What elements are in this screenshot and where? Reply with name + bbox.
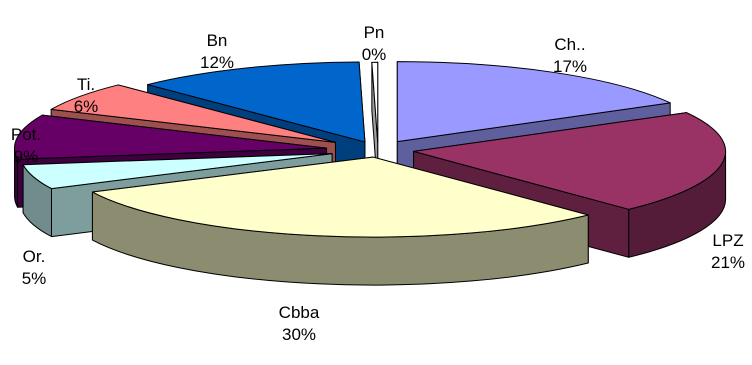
slice-label-percent: 21% [711,253,745,272]
pie-slice-6 [147,61,366,143]
slice-label-name: Bn [207,31,228,50]
slice-label-percent: 5% [22,269,47,288]
slice-label-percent: 12% [200,53,234,72]
slice-label-name: Cbba [279,303,320,322]
slice-label-6: Bn 12% [200,31,234,72]
slice-label-1: LPZ 21% [711,231,745,272]
slice-label-3: Or. 5% [22,247,47,288]
pie-slice-0 [396,61,671,143]
slice-label-percent: 17% [553,57,587,76]
slice-label-percent: 0% [362,45,387,64]
slice-label-2: Cbba 30% [279,303,320,344]
slice-label-name: Or. [23,247,46,266]
pie-labels: Ch.. 17% LPZ 21% Cbba 30% Or. 5% Pot. 9% Ti. 6% Bn 12… [11,23,745,344]
pie-slice-3 [22,153,333,190]
slice-label-percent: 6% [74,97,99,116]
slice-label-0: Ch.. 17% [553,35,587,76]
pie-slice-4 [14,114,328,160]
slice-label-name: Pot. [11,125,41,144]
slice-label-7: Pn 0% [362,23,387,64]
slice-label-name: Pn [364,23,385,42]
slice-label-percent: 9% [14,147,39,166]
slice-label-name: LPZ [712,231,743,250]
slice-label-name: Ch.. [554,35,585,54]
pie-slice-2 [91,156,589,238]
slice-label-name: Ti. [77,75,95,94]
pie-slice-5 [50,84,336,143]
pie-slice-1 [413,112,727,210]
slice-label-5: Ti. 6% [74,75,99,116]
pie-tops [14,61,727,238]
pie-slice-7 [371,61,379,143]
slice-label-4: Pot. 9% [11,125,41,166]
slice-label-percent: 30% [282,325,316,344]
